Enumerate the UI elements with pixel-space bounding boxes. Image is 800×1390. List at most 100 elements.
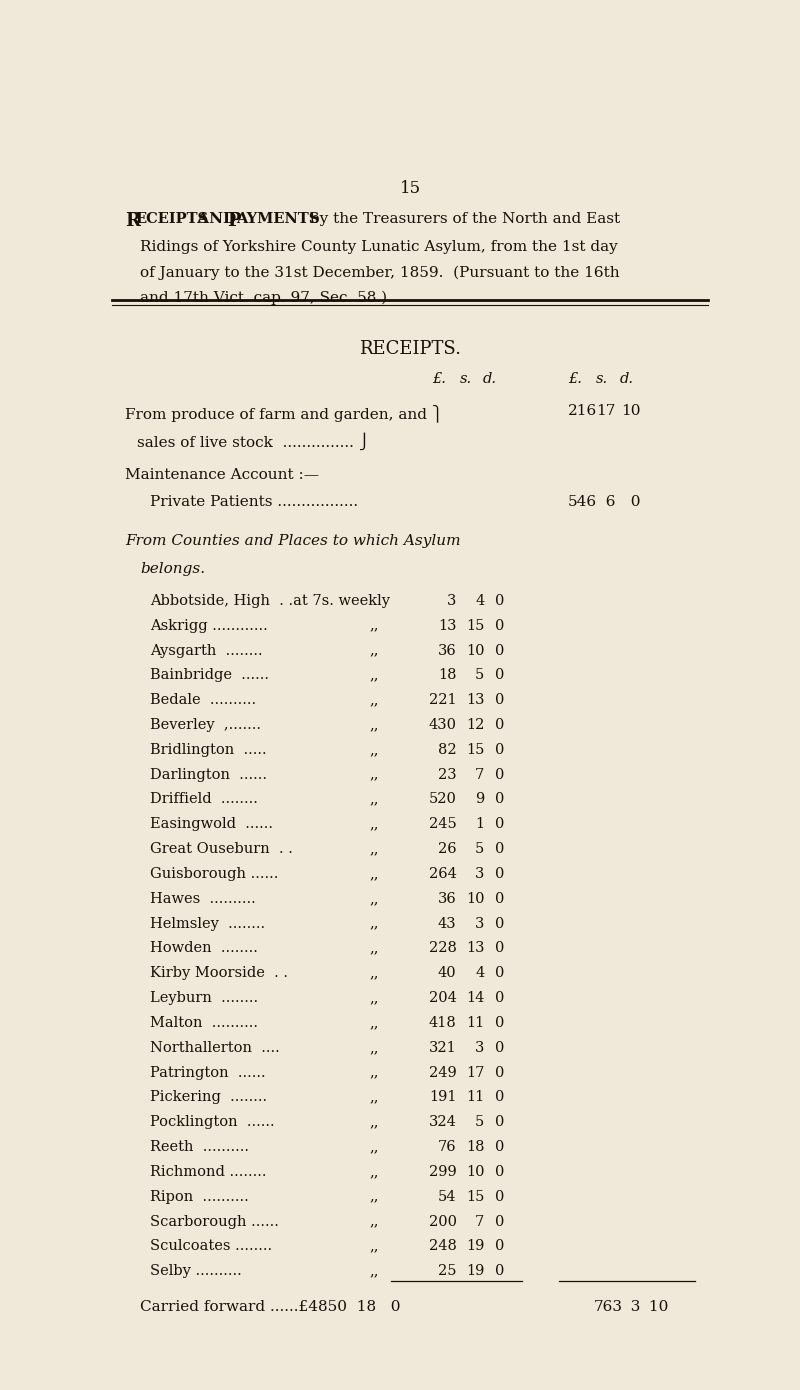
Text: ,,: ,, <box>370 792 379 806</box>
Text: 0: 0 <box>495 1190 505 1204</box>
Text: 191: 191 <box>429 1091 457 1105</box>
Text: ,,: ,, <box>370 1016 379 1030</box>
Text: Easingwold  ......: Easingwold ...... <box>150 817 273 831</box>
Text: 54: 54 <box>438 1190 457 1204</box>
Text: ,,: ,, <box>370 1265 379 1279</box>
Text: Aysgarth  ........: Aysgarth ........ <box>150 644 262 657</box>
Text: 763: 763 <box>594 1300 623 1314</box>
Text: 0: 0 <box>495 1165 505 1179</box>
Text: ,,: ,, <box>370 1066 379 1080</box>
Text: From produce of farm and garden, and ⎫: From produce of farm and garden, and ⎫ <box>125 404 443 423</box>
Text: ,,: ,, <box>370 767 379 781</box>
Text: 0: 0 <box>495 966 505 980</box>
Text: Malton  ..........: Malton .......... <box>150 1016 258 1030</box>
Text: 299: 299 <box>429 1165 457 1179</box>
Text: ,,: ,, <box>370 742 379 756</box>
Text: 12: 12 <box>466 719 485 733</box>
Text: 9: 9 <box>475 792 485 806</box>
Text: ,,: ,, <box>370 1041 379 1055</box>
Text: 0: 0 <box>495 742 505 756</box>
Text: ,,: ,, <box>370 619 379 632</box>
Text: ,,: ,, <box>370 1240 379 1254</box>
Text: 18: 18 <box>438 669 457 682</box>
Text: Sculcoates ........: Sculcoates ........ <box>150 1240 272 1254</box>
Text: ,,: ,, <box>370 1091 379 1105</box>
Text: 76: 76 <box>438 1140 457 1154</box>
Text: 82: 82 <box>438 742 457 756</box>
Text: 0: 0 <box>495 892 505 906</box>
Text: Northallerton  ....: Northallerton .... <box>150 1041 279 1055</box>
Text: 216: 216 <box>568 404 598 418</box>
Text: 43: 43 <box>438 916 457 931</box>
Text: 0: 0 <box>495 767 505 781</box>
Text: AYMENTS: AYMENTS <box>237 211 320 225</box>
Text: 15: 15 <box>399 179 421 196</box>
Text: Selby ..........: Selby .......... <box>150 1265 242 1279</box>
Text: 36: 36 <box>438 644 457 657</box>
Text: 204: 204 <box>429 991 457 1005</box>
Text: 418: 418 <box>429 1016 457 1030</box>
Text: 546: 546 <box>568 495 598 509</box>
Text: 3: 3 <box>475 1041 485 1055</box>
Text: ,,: ,, <box>370 991 379 1005</box>
Text: 3: 3 <box>475 916 485 931</box>
Text: Beverley  ,.......: Beverley ,....... <box>150 719 261 733</box>
Text: ,,: ,, <box>370 1165 379 1179</box>
Text: 19: 19 <box>466 1265 485 1279</box>
Text: 0: 0 <box>495 694 505 708</box>
Text: 0: 0 <box>495 1140 505 1154</box>
Text: 26: 26 <box>438 842 457 856</box>
Text: 7: 7 <box>475 1215 485 1229</box>
Text: ,,: ,, <box>370 694 379 708</box>
Text: 5: 5 <box>475 669 485 682</box>
Text: 0: 0 <box>495 644 505 657</box>
Text: 0: 0 <box>495 1240 505 1254</box>
Text: ,,: ,, <box>370 916 379 931</box>
Text: 0: 0 <box>495 1265 505 1279</box>
Text: 0: 0 <box>495 1091 505 1105</box>
Text: 36: 36 <box>438 892 457 906</box>
Text: ,,: ,, <box>370 1115 379 1129</box>
Text: 0: 0 <box>495 719 505 733</box>
Text: Askrigg ............: Askrigg ............ <box>150 619 267 632</box>
Text: d.: d. <box>483 373 497 386</box>
Text: Pocklington  ......: Pocklington ...... <box>150 1115 274 1129</box>
Text: R: R <box>125 211 140 229</box>
Text: 10: 10 <box>466 1165 485 1179</box>
Text: 10: 10 <box>621 404 640 418</box>
Text: ,,: ,, <box>370 1190 379 1204</box>
Text: ,,: ,, <box>370 817 379 831</box>
Text: Driffield  ........: Driffield ........ <box>150 792 258 806</box>
Text: 0: 0 <box>495 842 505 856</box>
Text: 19: 19 <box>466 1240 485 1254</box>
Text: 200: 200 <box>429 1215 457 1229</box>
Text: d.: d. <box>619 373 634 386</box>
Text: 7: 7 <box>475 767 485 781</box>
Text: 3: 3 <box>475 867 485 881</box>
Text: 0: 0 <box>495 916 505 931</box>
Text: 1: 1 <box>475 817 485 831</box>
Text: ,,: ,, <box>370 941 379 955</box>
Text: Leyburn  ........: Leyburn ........ <box>150 991 258 1005</box>
Text: 15: 15 <box>466 1190 485 1204</box>
Text: Carried forward ......£4850  18   0: Carried forward ......£4850 18 0 <box>140 1300 401 1314</box>
Text: 14: 14 <box>466 991 485 1005</box>
Text: ,,: ,, <box>370 892 379 906</box>
Text: ,,: ,, <box>370 842 379 856</box>
Text: s.: s. <box>459 373 472 386</box>
Text: 0: 0 <box>495 792 505 806</box>
Text: belongs.: belongs. <box>140 562 206 575</box>
Text: 0: 0 <box>495 1066 505 1080</box>
Text: 6: 6 <box>596 495 615 509</box>
Text: From Counties and Places to which Asylum: From Counties and Places to which Asylum <box>125 534 461 548</box>
Text: Kirby Moorside  . .: Kirby Moorside . . <box>150 966 288 980</box>
Text: Helmsley  ........: Helmsley ........ <box>150 916 265 931</box>
Text: 0: 0 <box>495 1041 505 1055</box>
Text: 4: 4 <box>475 966 485 980</box>
Text: 249: 249 <box>429 1066 457 1080</box>
Text: ,,: ,, <box>370 719 379 733</box>
Text: 3: 3 <box>447 594 457 607</box>
Text: 5: 5 <box>475 842 485 856</box>
Text: 0: 0 <box>495 867 505 881</box>
Text: Hawes  ..........: Hawes .......... <box>150 892 255 906</box>
